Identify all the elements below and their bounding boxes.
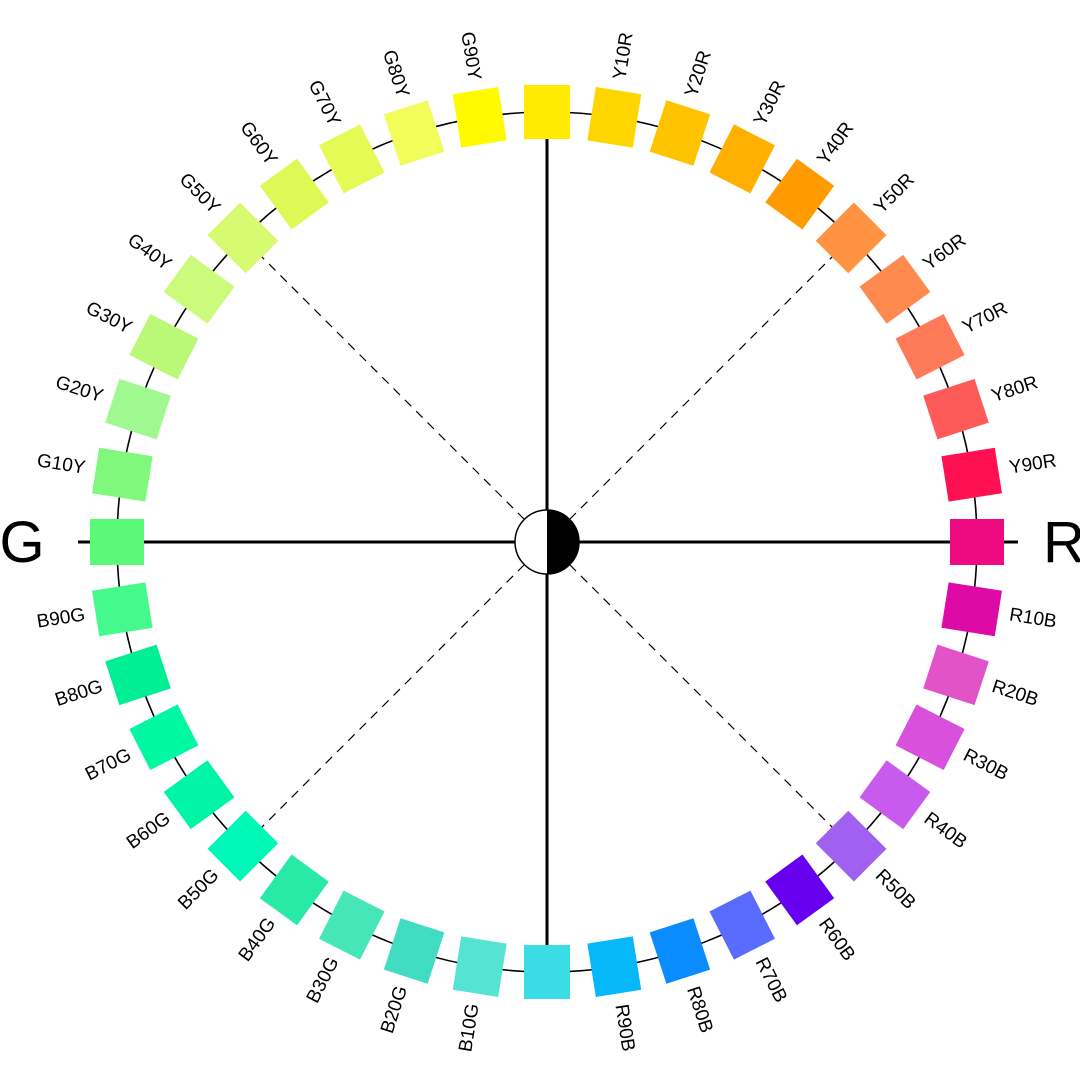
hue-swatch-g20y xyxy=(105,378,171,440)
hue-swatch-b50g xyxy=(207,810,279,882)
hue-swatch-y xyxy=(524,85,570,139)
hue-swatch-b30g xyxy=(319,890,385,960)
hue-swatch-b40g xyxy=(259,854,329,926)
hue-swatch-r60b xyxy=(765,854,835,926)
hue-swatch-y20r xyxy=(649,100,711,166)
hue-swatch-g70y xyxy=(319,124,385,194)
center-circle xyxy=(514,509,580,575)
hue-label-y70r: Y70R xyxy=(959,298,1011,338)
hue-swatch-r40b xyxy=(859,760,931,830)
hue-swatch-b10g xyxy=(452,936,507,997)
hue-swatch-g40y xyxy=(163,254,235,324)
hue-swatch-g50y xyxy=(207,202,279,274)
hue-swatch-g30y xyxy=(129,314,199,380)
hue-swatch-b90g xyxy=(92,582,153,637)
axis-letter-left: G xyxy=(0,510,45,575)
hue-label-g80y: G80Y xyxy=(378,48,413,101)
hue-swatch-r70b xyxy=(709,890,775,960)
hue-label-y80r: Y80R xyxy=(989,372,1041,407)
hue-label-g70y: G70Y xyxy=(304,77,345,130)
hue-label-b70g: B70G xyxy=(82,745,135,786)
hue-swatch-r30b xyxy=(895,704,965,770)
hue-label-r20b: R20B xyxy=(989,676,1041,711)
hue-label-g40y: G40Y xyxy=(123,230,175,276)
hue-swatch-b60g xyxy=(163,760,235,830)
hue-label-y20r: Y20R xyxy=(681,48,716,100)
hue-swatch-b80g xyxy=(105,644,171,706)
hue-swatch-g60y xyxy=(259,158,329,230)
diagonal-guide-sw xyxy=(241,541,548,848)
hue-label-y60r: Y60R xyxy=(919,230,970,275)
hue-swatch-r50b xyxy=(815,810,887,882)
diagonal-guides xyxy=(241,236,853,848)
hue-swatch-y40r xyxy=(765,158,835,230)
hue-swatch-r xyxy=(950,519,1004,565)
hue-swatch-g90y xyxy=(452,87,507,148)
hue-swatch-y50r xyxy=(815,202,887,274)
hue-label-b60g: B60G xyxy=(123,808,175,854)
hue-label-b10g: B10G xyxy=(455,1002,483,1053)
hue-label-y40r: Y40R xyxy=(813,118,858,169)
hue-swatch-y90r xyxy=(941,447,1002,502)
hue-label-r80b: R80B xyxy=(682,984,717,1036)
hue-swatch-r80b xyxy=(649,918,711,984)
hue-label-g10y: G10Y xyxy=(36,450,88,478)
hue-label-r30b: R30B xyxy=(960,745,1012,785)
hue-swatch-b20g xyxy=(383,918,445,984)
hue-label-g90y: G90Y xyxy=(456,30,484,82)
hue-label-r10b: R10B xyxy=(1008,604,1058,632)
hue-label-b80g: B80G xyxy=(53,676,106,711)
diagonal-guide-se xyxy=(546,541,853,848)
hue-label-r90b: R90B xyxy=(610,1003,638,1053)
hue-swatch-r10b xyxy=(941,582,1002,637)
hue-label-g60y: G60Y xyxy=(235,118,281,170)
hue-swatch-r20b xyxy=(923,644,989,706)
hue-swatch-g10y xyxy=(92,447,153,502)
hue-swatch-b70g xyxy=(129,704,199,770)
hue-label-r60b: R60B xyxy=(814,914,859,965)
hue-label-y30r: Y30R xyxy=(750,77,790,129)
hue-swatch-y60r xyxy=(859,254,931,324)
center-circle-outline xyxy=(514,509,580,575)
hue-swatch-b xyxy=(524,945,570,999)
hue-label-y90r: Y90R xyxy=(1008,450,1058,478)
hue-swatch-y80r xyxy=(923,378,989,440)
hue-label-b50g: B50G xyxy=(174,865,223,914)
hue-swatches xyxy=(90,85,1004,999)
hue-label-b40g: B40G xyxy=(235,914,281,966)
hue-label-g20y: G20Y xyxy=(53,372,106,407)
hue-label-b90g: B90G xyxy=(35,604,86,632)
hue-label-r50b: R50B xyxy=(871,865,919,913)
axis-letter-right: R xyxy=(1043,510,1080,575)
hue-label-g30y: G30Y xyxy=(82,298,135,339)
hue-swatch-g xyxy=(90,519,144,565)
hue-swatch-y10r xyxy=(587,87,642,148)
hue-swatch-g80y xyxy=(383,100,445,166)
hue-label-r70b: R70B xyxy=(751,954,791,1006)
hue-label-b30g: B30G xyxy=(303,954,344,1007)
hue-label-y50r: Y50R xyxy=(870,170,918,218)
hue-label-r40b: R40B xyxy=(920,808,971,853)
diagonal-guide-nw xyxy=(241,236,548,543)
hue-label-b20g: B20G xyxy=(377,983,412,1036)
diagonal-guide-ne xyxy=(546,236,853,543)
hue-label-y10r: Y10R xyxy=(609,31,637,81)
hue-swatch-r90b xyxy=(587,936,642,997)
hue-swatch-y70r xyxy=(895,314,965,380)
hue-swatch-y30r xyxy=(709,124,775,194)
center-circle-black-half xyxy=(547,510,579,574)
hue-label-g50y: G50Y xyxy=(175,169,224,218)
